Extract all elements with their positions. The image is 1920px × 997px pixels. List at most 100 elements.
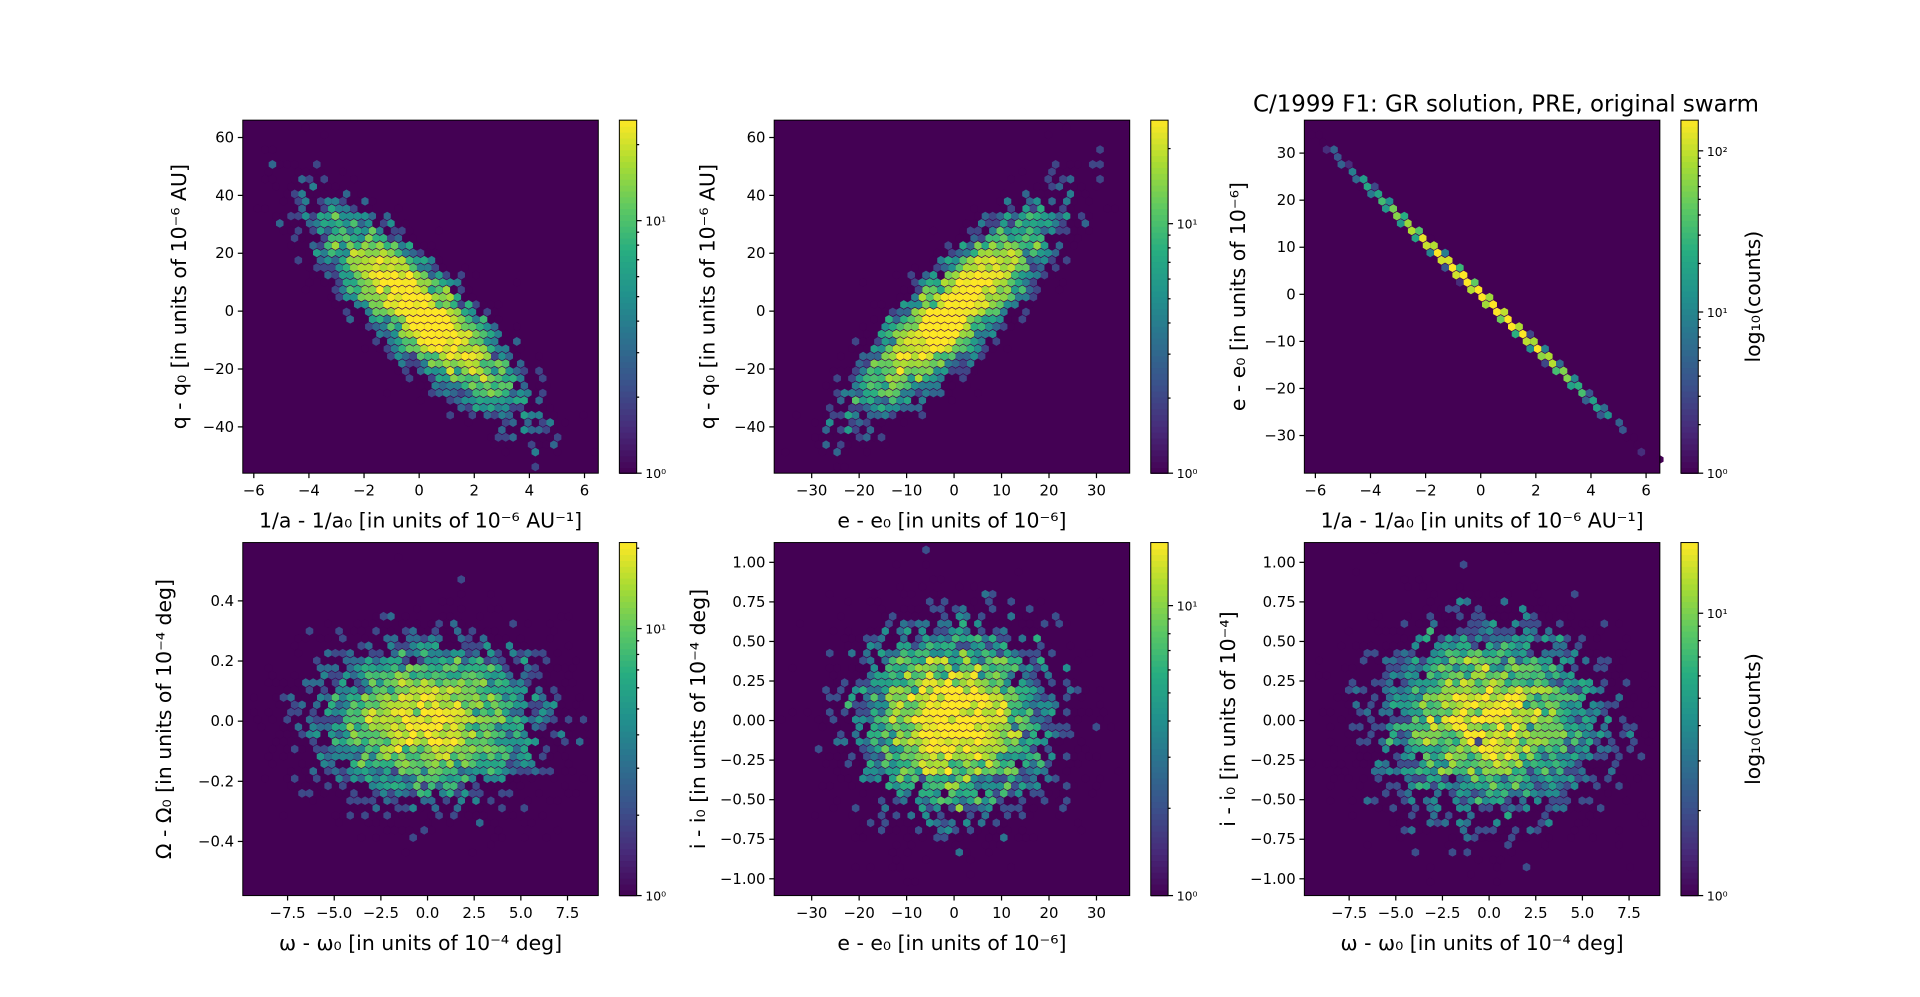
hexbin-cell [914,678,923,688]
hexbin-cell [948,759,956,769]
x-tick-label: 2.5 [462,904,486,922]
hexbin-cell [1389,204,1398,214]
colorbar-segment [619,414,637,421]
hexbin-cell [922,766,930,776]
hexbin-cell [527,729,536,739]
hexbin-cell [453,715,462,724]
colorbar-segment [1680,314,1699,321]
colorbar-segment [619,226,637,233]
hexbin-cell [944,781,953,791]
hexbin-cell [490,366,499,376]
hexbin-cell [538,707,547,717]
hexbin-cell [966,663,975,673]
hexbin-cell [866,744,875,754]
hexbin-cell [981,781,990,791]
colorbar-segment [619,396,637,404]
hexbin-cell [1033,707,1041,717]
hexbin-cell [885,707,893,717]
colorbar-segment [619,208,637,216]
hexbin-cell [970,759,978,769]
hexbin-cell [490,744,499,754]
hexbin-cell [483,656,492,665]
hexbin-cell [483,396,492,405]
hexbin-cell [992,233,1001,243]
hexbin-cell [413,604,421,614]
hexbin-cell [524,766,532,776]
hexbin-cell [350,204,358,214]
hexbin-cell [442,359,451,368]
hexbin-cell [468,848,477,857]
colorbar-segment [1150,343,1169,351]
colorbar-segment [619,677,637,685]
hexbin-cell [996,255,1004,265]
hexbin-cell [346,811,354,820]
hexbin-cell [494,634,503,643]
hexbin-cell [1033,182,1041,191]
hexbin-cell [420,825,428,835]
hexbin-cell [951,663,960,673]
hexbin-cell [442,766,451,776]
hexbin-cell [911,278,919,287]
hexbin-cell [490,833,499,842]
hexbin-cell [535,685,543,695]
hexbin-cell [401,611,410,621]
hexbin-cell [981,737,990,747]
hexbin-cell [985,248,993,258]
hexbin-cell [457,270,466,280]
hexbin-cell [561,418,569,427]
hexbin-cell [368,707,377,717]
hexbin-cell [468,715,477,724]
hexbin-cell [546,619,554,629]
hexbin-cell [305,774,314,783]
hexbin-cell [900,796,908,806]
hexbin-cell [520,641,529,651]
hexbin-cell [962,848,971,857]
hexbin-cell [372,248,380,258]
hexbin-cell [472,359,480,368]
hexbin-cell [479,766,488,776]
hexbin-cell [948,307,956,317]
colorbar-segment [619,577,637,585]
hexbin-cell [896,351,904,361]
hexbin-cell [520,700,529,710]
hexbin-cell [494,604,503,614]
hexbin-cell [331,737,340,747]
hexbin-cell [346,255,354,265]
hexbin-cell [951,300,960,309]
colorbar-segment [1680,854,1699,862]
colorbar-segment [1150,848,1169,856]
hexbin-cell [866,729,875,739]
hexbin-cell [313,656,321,665]
x-tick-label: −7.5 [1331,904,1367,922]
colorbar-segment [1150,261,1169,268]
hexbin-cell [1011,270,1019,280]
hexbin-cell [1062,722,1071,732]
hexbin-cell [888,862,897,872]
colorbar-segment [1680,178,1699,186]
hexbin-cell [885,678,893,688]
hexbin-cell [911,263,919,273]
colorbar-segment [619,190,637,198]
hexbin-cell [413,344,421,354]
hexbin-cell [1014,219,1023,228]
hexbin-cell [962,263,971,273]
hexbin-cell [951,811,960,820]
hexbin-cell [914,619,923,629]
hexbin-cell [1007,788,1015,798]
hexbin-cell [977,263,986,273]
hexbin-cell [376,241,384,250]
hexbin-cell [863,373,871,383]
hexbin-cell [937,300,945,309]
y-tick-label: −0.50 [720,791,766,809]
y-tick-label: −40 [203,418,234,436]
hexbin-cell [892,634,901,643]
hexbin-cell [301,707,310,717]
hexbin-cell [974,315,982,324]
colorbar-segment [619,443,637,451]
hexbin-cell [361,693,369,702]
hexbin-cell [290,641,299,651]
hexbin-cell [1422,241,1431,250]
hexbin-cell [859,396,867,405]
hexbin-cell [327,656,336,665]
